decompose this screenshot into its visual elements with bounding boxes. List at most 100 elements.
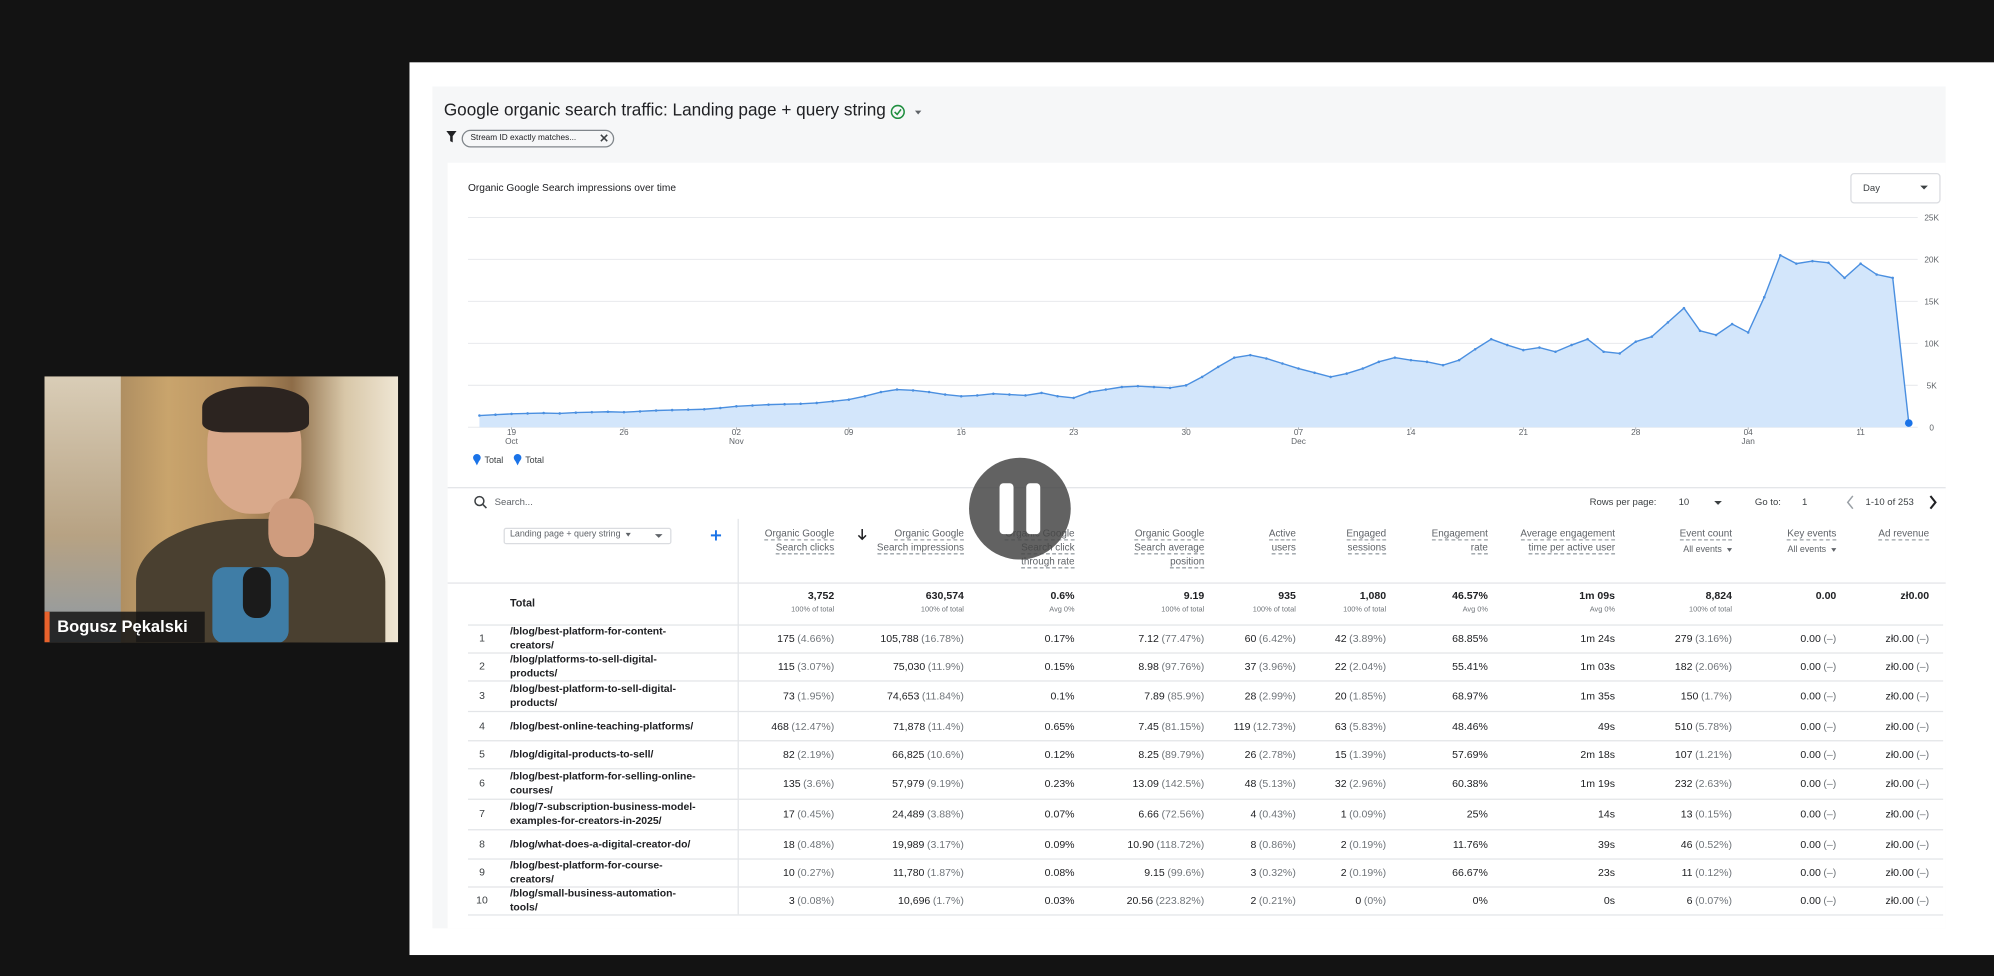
sort-icon[interactable] xyxy=(857,529,867,541)
landing-page[interactable]: /blog/best-platform-for-course-creators/ xyxy=(509,859,663,886)
pause-button[interactable] xyxy=(969,457,1071,560)
webcam-feed xyxy=(44,376,399,643)
cell-value: 15 xyxy=(1334,747,1347,761)
row-divider xyxy=(467,624,1944,626)
prev-page[interactable] xyxy=(1846,495,1854,510)
cell-value: 1m 19s xyxy=(1580,776,1616,790)
column-header-text[interactable]: Engaged sessions xyxy=(1346,527,1387,555)
cell: 0.15% xyxy=(935,660,1075,673)
data-point xyxy=(654,409,658,412)
cell-value: 2 xyxy=(1340,838,1347,851)
chip-close-icon[interactable] xyxy=(600,134,608,142)
status-check xyxy=(894,108,902,116)
cell-value: 11 xyxy=(1681,866,1693,879)
cell: 6.66 (72.56%) xyxy=(1064,808,1204,821)
x-tick-month: Oct xyxy=(505,437,519,446)
cell-value: 0.00 xyxy=(1800,719,1821,733)
cell-value: 232 xyxy=(1674,776,1693,790)
column-filter[interactable]: All events xyxy=(1735,546,1837,555)
data-point xyxy=(1779,253,1782,257)
column-header-text[interactable]: Key events xyxy=(1787,527,1837,541)
cell-value: 0.15% xyxy=(1044,660,1075,673)
cell-value: 20.56 xyxy=(1126,893,1154,907)
data-point xyxy=(1746,331,1750,334)
column-header-text[interactable]: Average engagement time per active user xyxy=(1520,527,1616,555)
cell: zł0.00 (–) xyxy=(1789,866,1930,879)
next-page[interactable] xyxy=(1929,495,1937,510)
granularity-select[interactable] xyxy=(1850,172,1941,204)
cell: 0.08% xyxy=(935,866,1075,879)
landing-page[interactable]: /blog/platforms-to-sell-digital-products… xyxy=(509,653,657,680)
cell: 63 (5.83%) xyxy=(1246,720,1386,733)
column-header-text[interactable]: Ad revenue xyxy=(1878,527,1930,541)
data-point xyxy=(1522,348,1525,352)
column-header-text[interactable]: Active users xyxy=(1268,527,1296,555)
cell-value: 17 xyxy=(782,807,795,821)
add-dimension[interactable] xyxy=(710,530,722,541)
cell-value: 8.25 xyxy=(1138,747,1159,761)
column-filter[interactable]: All events xyxy=(1630,546,1732,555)
go-to-input[interactable]: 1 xyxy=(1801,495,1808,508)
column-header-text[interactable]: Engagement rate xyxy=(1431,527,1488,555)
cell: 11 (0.12%) xyxy=(1592,866,1732,879)
legend-icon xyxy=(473,453,481,462)
cell-share: (–) xyxy=(1823,632,1837,645)
data-point xyxy=(622,410,626,414)
column-header-text[interactable]: Organic Google Search clicks xyxy=(764,527,835,555)
landing-page[interactable]: /blog/7-subscription-business-model-exam… xyxy=(509,801,696,827)
cell-share: (72.56%) xyxy=(1161,807,1205,821)
filter-chip[interactable]: Stream ID exactly matches... xyxy=(461,129,615,148)
cell-share: (–) xyxy=(1916,719,1930,733)
data-point xyxy=(1843,276,1846,280)
cell: 75,030 (11.9%) xyxy=(824,660,964,673)
landing-page[interactable]: /blog/small-business-automation-tools/ xyxy=(509,887,676,914)
landing-page[interactable]: /blog/what-does-a-digital-creator-do/ xyxy=(509,838,691,851)
cell: 510 (5.78%) xyxy=(1592,720,1732,733)
cell: 7.12 (77.47%) xyxy=(1064,632,1204,645)
data-point xyxy=(526,412,529,415)
cell-share: (–) xyxy=(1823,807,1837,821)
cell-value: 0.00 xyxy=(1800,866,1821,879)
granularity-value: Day xyxy=(1863,181,1880,194)
landing-page[interactable]: /blog/best-platform-for-content-creators… xyxy=(509,625,667,652)
cell-share: (223.82%) xyxy=(1155,893,1205,907)
search-input[interactable]: Search... xyxy=(494,495,533,508)
row-rank: 8 xyxy=(479,838,485,851)
y-tick-label: 15K xyxy=(1924,298,1939,307)
landing-page[interactable]: /blog/best-platform-for-selling-online-c… xyxy=(509,770,696,797)
cell-share: (0.09%) xyxy=(1349,807,1387,821)
cell: 0.00 (–) xyxy=(1696,660,1836,673)
cell: zł0.00 (–) xyxy=(1789,808,1930,821)
data-point xyxy=(510,412,513,416)
column-header-text[interactable]: Organic Google Search average position xyxy=(1134,527,1205,569)
column-header-text[interactable]: Event count xyxy=(1679,527,1733,541)
cell-share: (2.99%) xyxy=(1258,689,1296,702)
landing-page[interactable]: /blog/best-online-teaching-platforms/ xyxy=(509,720,694,732)
landing-page[interactable]: /blog/best-platform-to-sell-digital-prod… xyxy=(509,682,676,709)
landing-page[interactable]: /blog/digital-products-to-sell/ xyxy=(509,748,654,760)
rows-per-page-select[interactable]: 10 xyxy=(1678,495,1690,508)
cell-share: (97.76%) xyxy=(1161,660,1205,673)
cell-value: 0 xyxy=(1355,893,1362,907)
dropdown-icon[interactable] xyxy=(914,110,922,115)
dimension-select[interactable] xyxy=(503,527,672,545)
cell: 0.00 (–) xyxy=(1696,894,1836,907)
cell: 20.56 (223.82%) xyxy=(1064,893,1205,907)
column-header: Average engagement time per active user xyxy=(1518,526,1616,555)
cell-share: (1.85%) xyxy=(1349,689,1387,702)
data-point xyxy=(1554,350,1557,354)
column-header-text[interactable]: Organic Google Search impressions xyxy=(876,527,964,555)
cell-share: (85.9%) xyxy=(1167,689,1205,702)
cell-share: (0.12%) xyxy=(1695,866,1733,879)
data-point xyxy=(1586,337,1589,341)
area-fill xyxy=(479,255,1909,428)
data-point xyxy=(735,405,738,408)
page-range: 1-10 of 253 xyxy=(1865,495,1914,508)
column-header: Active users xyxy=(1250,526,1296,555)
x-tick-label: 11 xyxy=(1856,428,1865,437)
cell-share: (0.52%) xyxy=(1695,838,1733,851)
cell-share: (10.6%) xyxy=(926,747,964,761)
total-note: Avg 0% xyxy=(1589,606,1616,615)
cell-value: 63 xyxy=(1334,719,1347,733)
cell: 0.00 (–) xyxy=(1696,632,1836,645)
